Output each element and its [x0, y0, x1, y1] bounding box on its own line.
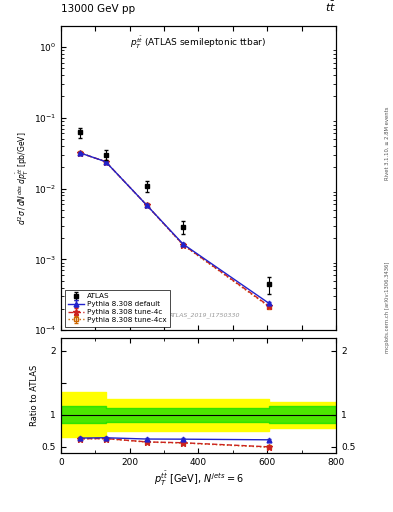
- Y-axis label: $d^2\sigma\,/\,dN^{obs}\,dp^{\bar{t}t}_T$ [pb/GeV]: $d^2\sigma\,/\,dN^{obs}\,dp^{\bar{t}t}_T…: [15, 131, 31, 225]
- Text: ATLAS_2019_I1750330: ATLAS_2019_I1750330: [168, 312, 240, 318]
- Y-axis label: Ratio to ATLAS: Ratio to ATLAS: [30, 365, 39, 426]
- Text: $t\bar{t}$: $t\bar{t}$: [325, 0, 336, 14]
- Text: Rivet 3.1.10, ≥ 2.8M events: Rivet 3.1.10, ≥ 2.8M events: [385, 106, 389, 180]
- X-axis label: $p^{t\bar{t}}_{T}$ [GeV], $N^{jets} = 6$: $p^{t\bar{t}}_{T}$ [GeV], $N^{jets} = 6$: [154, 470, 243, 488]
- Text: $p_T^{t\bar{t}}$ (ATLAS semileptonic ttbar): $p_T^{t\bar{t}}$ (ATLAS semileptonic ttb…: [130, 35, 266, 51]
- Legend: ATLAS, Pythia 8.308 default, Pythia 8.308 tune-4c, Pythia 8.308 tune-4cx: ATLAS, Pythia 8.308 default, Pythia 8.30…: [64, 290, 170, 327]
- Text: mcplots.cern.ch [arXiv:1306.3436]: mcplots.cern.ch [arXiv:1306.3436]: [385, 262, 389, 353]
- Text: 13000 GeV pp: 13000 GeV pp: [61, 4, 135, 14]
